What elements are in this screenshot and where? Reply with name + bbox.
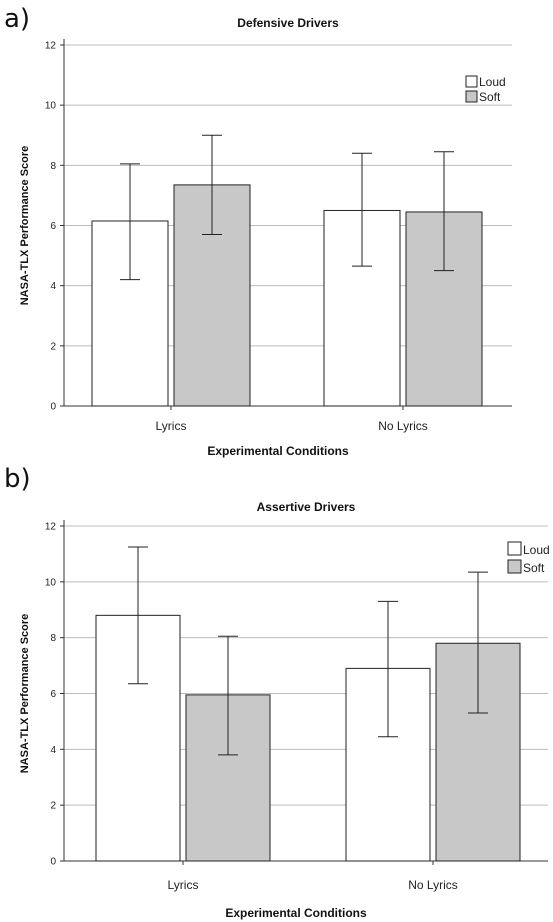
x-tick-label: Lyrics bbox=[156, 419, 187, 433]
y-axis-title: NASA-TLX Performance Score bbox=[19, 146, 31, 306]
y-axis-title: NASA-TLX Performance Score bbox=[19, 614, 31, 774]
legend-swatch-loud bbox=[465, 75, 478, 88]
y-tick-label: 0 bbox=[50, 857, 56, 868]
legend-label-loud: Loud bbox=[523, 543, 550, 557]
legend-label-soft: Soft bbox=[479, 90, 501, 104]
x-tick-label: No Lyrics bbox=[408, 878, 458, 892]
x-tick-label: No Lyrics bbox=[378, 419, 428, 433]
y-tick-label: 6 bbox=[50, 221, 56, 232]
chart-panel-b: b) 0 2 4 6 8 10 12 Assertive Drivers Experimenta… bbox=[0, 460, 553, 922]
y-tick-label: 2 bbox=[50, 801, 56, 812]
y-tick-label: 6 bbox=[50, 689, 56, 700]
x-tick-label: Lyrics bbox=[168, 878, 199, 892]
x-axis-title: Experimental Conditions bbox=[225, 906, 367, 920]
legend-label-soft: Soft bbox=[523, 561, 545, 575]
chart-a: 0 2 4 6 8 10 12 Defensive Drivers Experimental C… bbox=[19, 16, 512, 458]
y-tick-label: 2 bbox=[50, 341, 56, 352]
legend-label-loud: Loud bbox=[479, 75, 506, 89]
y-tick-label: 4 bbox=[50, 281, 56, 292]
y-tick-label: 8 bbox=[50, 633, 56, 644]
y-tick-label: 10 bbox=[45, 577, 57, 588]
y-tick-label: 8 bbox=[50, 161, 56, 172]
y-tick-label: 4 bbox=[50, 745, 56, 756]
y-tick-label: 10 bbox=[45, 101, 57, 112]
chart-title: Defensive Drivers bbox=[237, 16, 339, 30]
legend-swatch-soft bbox=[507, 559, 522, 574]
panel-letter-b: b) bbox=[4, 464, 31, 494]
legend-swatch-soft bbox=[465, 90, 478, 103]
chart-b: 0 2 4 6 8 10 12 Assertive Drivers Experimental C… bbox=[19, 500, 550, 920]
y-tick-label: 0 bbox=[50, 402, 56, 413]
legend-swatch-loud bbox=[507, 541, 522, 556]
chart-title: Assertive Drivers bbox=[257, 500, 356, 514]
chart-panel-a: a) 0 2 4 6 8 10 12 Defensive Drivers Experimenta… bbox=[0, 0, 553, 460]
panel-letter-a: a) bbox=[4, 4, 31, 34]
y-tick-label: 12 bbox=[45, 522, 57, 533]
x-axis-title: Experimental Conditions bbox=[207, 444, 349, 458]
y-tick-label: 12 bbox=[45, 41, 57, 52]
